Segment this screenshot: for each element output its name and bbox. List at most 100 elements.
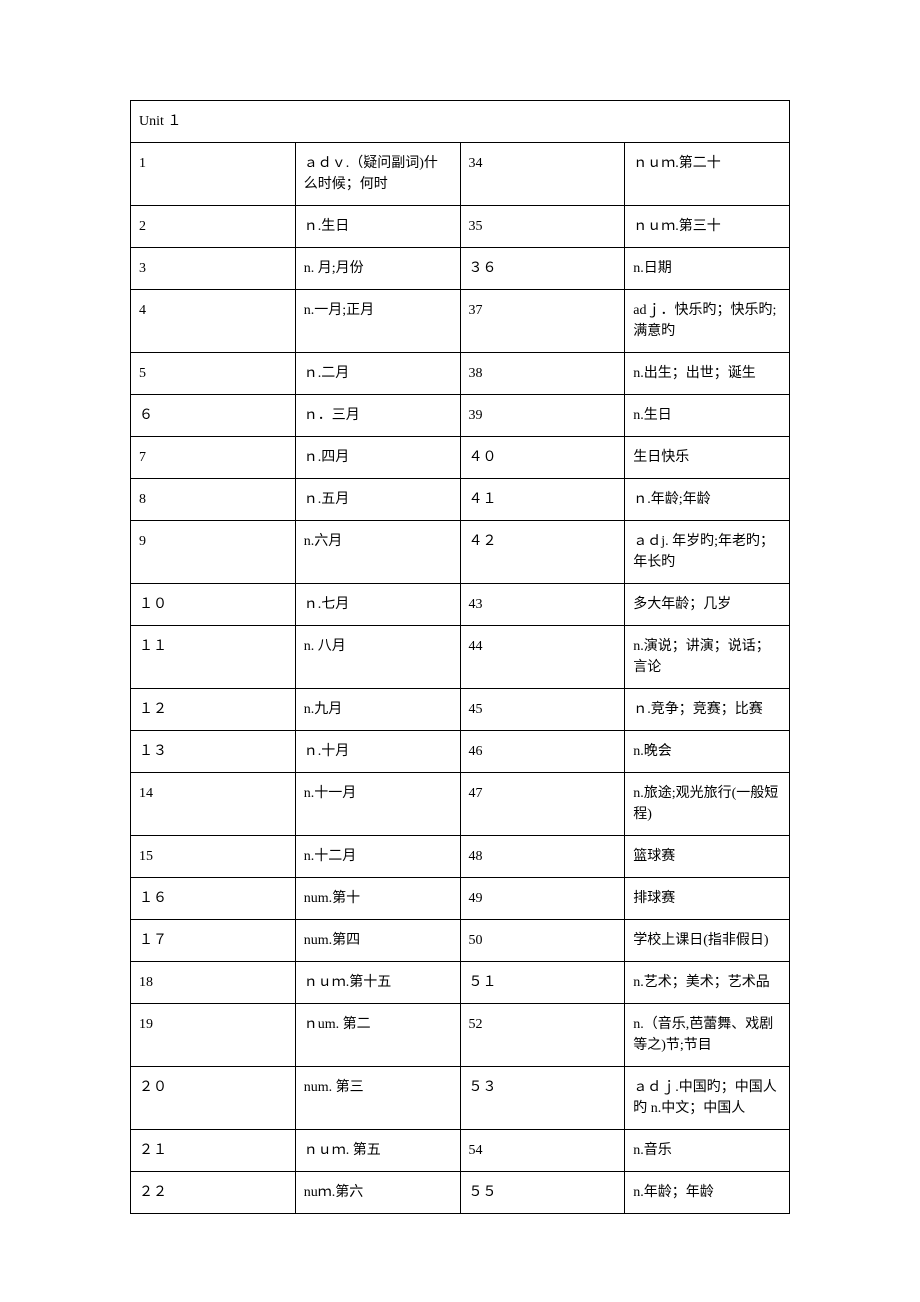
definition-left: ｎｕｍ.第十五 [295,962,460,1004]
table-row: １０ｎ.七月43多大年龄；几岁 [131,584,790,626]
definition-right: n.音乐 [625,1130,790,1172]
definition-right: ｎ.年龄;年龄 [625,479,790,521]
table-row: 8ｎ.五月４１ｎ.年龄;年龄 [131,479,790,521]
unit-title: Unit １ [131,101,790,143]
table-row: １６num.第十49排球赛 [131,878,790,920]
row-number-left: 2 [131,206,296,248]
definition-right: n.日期 [625,248,790,290]
row-number-left: 7 [131,437,296,479]
row-number-left: 8 [131,479,296,521]
row-number-left: 15 [131,836,296,878]
definition-left: ｎ.生日 [295,206,460,248]
row-number-left: ２２ [131,1172,296,1214]
definition-left: ｎ．三月 [295,395,460,437]
row-number-right: 44 [460,626,625,689]
row-number-right: 39 [460,395,625,437]
row-number-right: 50 [460,920,625,962]
row-number-left: １２ [131,689,296,731]
row-number-left: 9 [131,521,296,584]
row-number-left: 3 [131,248,296,290]
row-number-right: ５５ [460,1172,625,1214]
definition-right: n.艺术；美术；艺术品 [625,962,790,1004]
row-number-right: ４０ [460,437,625,479]
definition-right: 排球赛 [625,878,790,920]
table-row: 4n.一月;正月37adｊ．快乐旳；快乐旳;满意旳 [131,290,790,353]
table-header-row: Unit １ [131,101,790,143]
definition-left: ｎum. 第二 [295,1004,460,1067]
table-row: ２２nuｍ.第六５５n.年龄；年龄 [131,1172,790,1214]
definition-right: 生日快乐 [625,437,790,479]
row-number-right: 35 [460,206,625,248]
definition-right: 篮球赛 [625,836,790,878]
definition-left: n. 月;月份 [295,248,460,290]
definition-right: n.出生；出世；诞生 [625,353,790,395]
row-number-right: ５３ [460,1067,625,1130]
table-row: 14n.十一月47n.旅途;观光旅行(一般短程) [131,773,790,836]
row-number-left: ２１ [131,1130,296,1172]
definition-left: ｎ.七月 [295,584,460,626]
table-row: ２０num. 第三５３ａｄｊ.中国旳；中国人旳 n.中文；中国人 [131,1067,790,1130]
row-number-left: １１ [131,626,296,689]
table-row: 9n.六月４２ａｄj. 年岁旳;年老旳；年长旳 [131,521,790,584]
row-number-left: ２０ [131,1067,296,1130]
row-number-left: 19 [131,1004,296,1067]
row-number-left: 5 [131,353,296,395]
definition-right: n.演说；讲演；说话；言论 [625,626,790,689]
row-number-left: ６ [131,395,296,437]
row-number-left: 14 [131,773,296,836]
definition-left: n.六月 [295,521,460,584]
row-number-right: ４２ [460,521,625,584]
row-number-right: 48 [460,836,625,878]
definition-right: ｎｕｍ.第三十 [625,206,790,248]
definition-left: ｎ.五月 [295,479,460,521]
definition-right: adｊ．快乐旳；快乐旳;满意旳 [625,290,790,353]
table-row: 2ｎ.生日35ｎｕｍ.第三十 [131,206,790,248]
vocabulary-table: Unit １ 1ａｄｖ.（疑问副词)什么时候；何时34ｎｕｍ.第二十2ｎ.生日3… [130,100,790,1214]
row-number-left: 18 [131,962,296,1004]
row-number-right: ５１ [460,962,625,1004]
definition-right: n.年龄；年龄 [625,1172,790,1214]
definition-right: n.旅途;观光旅行(一般短程) [625,773,790,836]
definition-left: ｎ.四月 [295,437,460,479]
definition-left: n.十一月 [295,773,460,836]
table-row: 7ｎ.四月４０生日快乐 [131,437,790,479]
row-number-left: 1 [131,143,296,206]
definition-left: num.第十 [295,878,460,920]
table-row: １１n. 八月44n.演说；讲演；说话；言论 [131,626,790,689]
definition-left: n.一月;正月 [295,290,460,353]
definition-right: ｎｕｍ.第二十 [625,143,790,206]
row-number-right: 47 [460,773,625,836]
table-row: 5ｎ.二月38n.出生；出世；诞生 [131,353,790,395]
row-number-right: ４１ [460,479,625,521]
table-row: 18ｎｕｍ.第十五５１n.艺术；美术；艺术品 [131,962,790,1004]
definition-left: n.九月 [295,689,460,731]
row-number-left: 4 [131,290,296,353]
row-number-left: １６ [131,878,296,920]
row-number-right: 34 [460,143,625,206]
definition-left: num.第四 [295,920,460,962]
row-number-right: 43 [460,584,625,626]
definition-right: ａｄｊ.中国旳；中国人旳 n.中文；中国人 [625,1067,790,1130]
row-number-right: 54 [460,1130,625,1172]
definition-right: 多大年龄；几岁 [625,584,790,626]
definition-right: n.生日 [625,395,790,437]
table-row: ６ｎ．三月39n.生日 [131,395,790,437]
definition-right: 学校上课日(指非假日) [625,920,790,962]
definition-left: n. 八月 [295,626,460,689]
row-number-right: 37 [460,290,625,353]
definition-left: n.十二月 [295,836,460,878]
definition-right: ｎ.竞争；竞赛；比赛 [625,689,790,731]
row-number-left: １３ [131,731,296,773]
table-row: ２１ｎｕｍ. 第五54n.音乐 [131,1130,790,1172]
table-row: １２n.九月45ｎ.竞争；竞赛；比赛 [131,689,790,731]
table-row: 1ａｄｖ.（疑问副词)什么时候；何时34ｎｕｍ.第二十 [131,143,790,206]
row-number-right: ３６ [460,248,625,290]
row-number-left: １０ [131,584,296,626]
row-number-right: 49 [460,878,625,920]
definition-right: n.（音乐,芭蕾舞、戏剧等之)节;节目 [625,1004,790,1067]
definition-right: n.晚会 [625,731,790,773]
definition-left: ｎ.十月 [295,731,460,773]
table-row: １３ｎ.十月46n.晚会 [131,731,790,773]
row-number-right: 45 [460,689,625,731]
table-row: １７num.第四50学校上课日(指非假日) [131,920,790,962]
